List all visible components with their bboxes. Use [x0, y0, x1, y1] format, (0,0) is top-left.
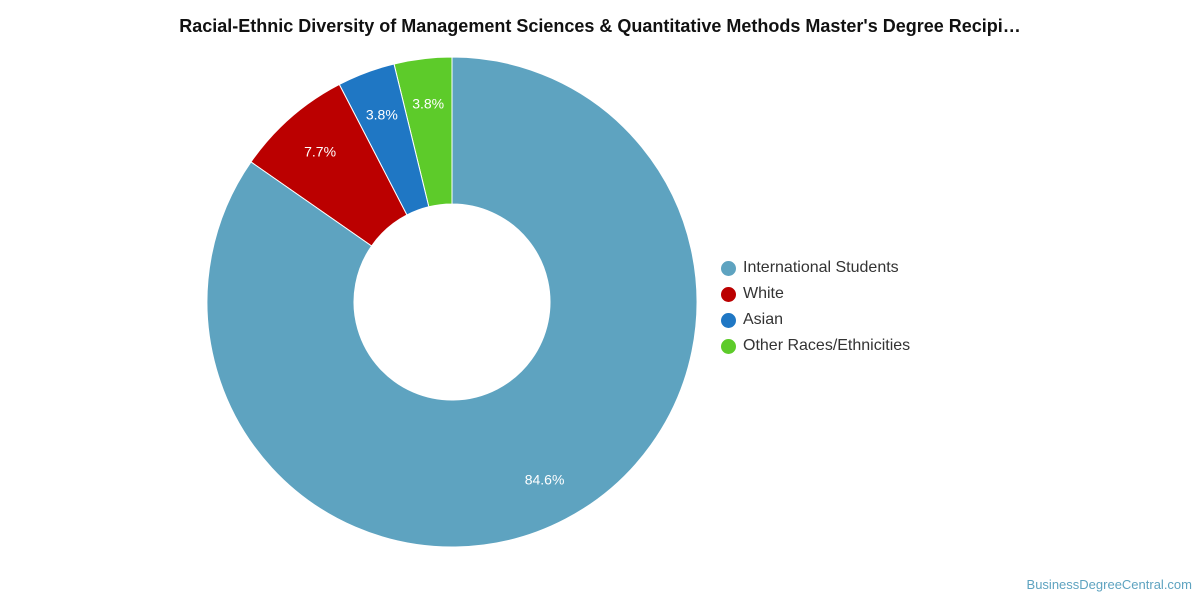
slice-international-students[interactable]	[206, 56, 698, 548]
data-labels: 3.8% 3.8% 7.7% 84.6%	[304, 95, 564, 487]
data-label-asian: 3.8%	[366, 107, 398, 123]
data-label-other-races-ethnicities: 3.8%	[412, 95, 444, 111]
legend-item[interactable]: Asian	[721, 307, 910, 333]
legend-label: Other Races/Ethnicities	[743, 337, 911, 354]
legend-swatch	[721, 312, 736, 328]
data-label-international-students: 84.6%	[525, 471, 565, 487]
legend-label: International Students	[743, 259, 899, 276]
legend-item[interactable]: White	[721, 281, 910, 307]
legend: International Students White Asian Other Ra…	[721, 255, 910, 359]
legend-swatch	[721, 338, 736, 354]
watermark: BusinessDegreeCentral.com	[1026, 577, 1192, 592]
legend-item[interactable]: Other Races/Ethnicities	[721, 333, 910, 359]
chart-title: Racial-Ethnic Diversity of Management Sc…	[179, 16, 1021, 36]
legend-label: Asian	[743, 311, 784, 328]
donut-slices	[206, 56, 698, 548]
data-label-white: 7.7%	[304, 144, 336, 160]
legend-label: White	[743, 285, 784, 302]
legend-swatch	[721, 260, 736, 276]
legend-swatch	[721, 286, 736, 302]
legend-item[interactable]: International Students	[721, 255, 910, 281]
